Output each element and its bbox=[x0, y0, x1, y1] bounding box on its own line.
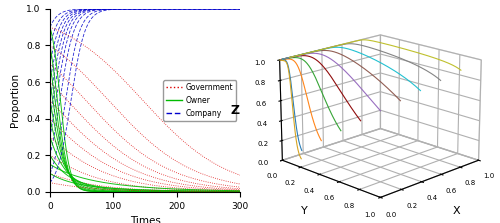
X-axis label: Times: Times bbox=[130, 216, 160, 223]
Y-axis label: Y: Y bbox=[302, 206, 308, 215]
Y-axis label: Proportion: Proportion bbox=[10, 73, 20, 127]
Legend: Government, Owner, Company: Government, Owner, Company bbox=[164, 80, 236, 121]
X-axis label: X: X bbox=[452, 206, 460, 215]
